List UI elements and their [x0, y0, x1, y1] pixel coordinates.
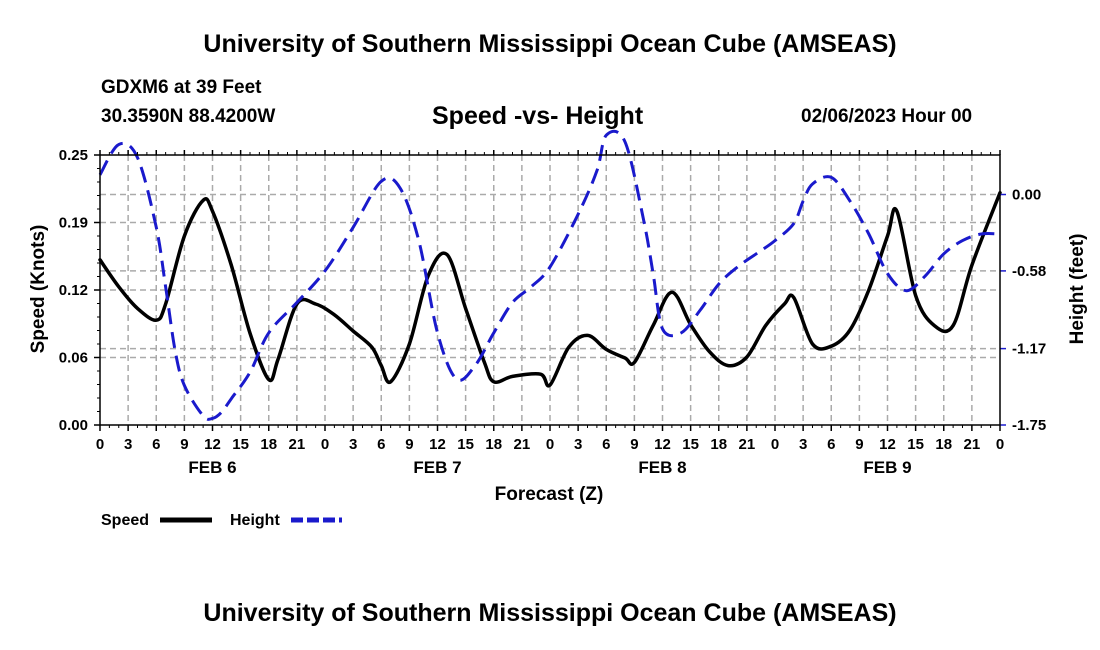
x-tick-label: 21 — [739, 436, 756, 453]
y-right-tick-label: -1.17 — [1012, 341, 1046, 358]
x-tick-label: 0 — [546, 436, 554, 453]
day-label: FEB 7 — [413, 458, 461, 477]
speed-series-line — [98, 191, 1002, 388]
axes-layer — [94, 150, 1006, 431]
y-axis-title-left: Speed (Knots) — [28, 225, 49, 354]
x-tick-label: 12 — [429, 436, 446, 453]
x-tick-label: 21 — [289, 436, 306, 453]
x-tick-label: 18 — [485, 436, 502, 453]
x-axis-title: Forecast (Z) — [495, 484, 604, 505]
x-tick-label: 6 — [377, 436, 385, 453]
y-left-tick-label: 0.00 — [59, 417, 88, 434]
x-tick-label: 15 — [907, 436, 924, 453]
footer-title: University of Southern Mississippi Ocean… — [203, 599, 897, 627]
x-tick-label: 21 — [964, 436, 981, 453]
day-label: FEB 9 — [863, 458, 911, 477]
x-tick-label: 12 — [879, 436, 896, 453]
x-tick-label: 6 — [602, 436, 610, 453]
height-series-line — [98, 129, 1001, 421]
chart-main-title: University of Southern Mississippi Ocean… — [203, 30, 897, 58]
series-layer — [98, 129, 1002, 421]
x-tick-label: 18 — [710, 436, 727, 453]
station-label: GDXM6 at 39 Feet — [101, 77, 262, 98]
x-tick-label: 3 — [349, 436, 357, 453]
y-right-tick-label: 0.00 — [1012, 187, 1041, 204]
x-tick-label: 12 — [204, 436, 221, 453]
legend-speed-label: Speed — [101, 512, 149, 529]
y-left-tick-label: 0.12 — [59, 282, 88, 299]
chart-subtitle: Speed -vs- Height — [432, 102, 644, 130]
day-label: FEB 6 — [188, 458, 236, 477]
forecast-datetime: 02/06/2023 Hour 00 — [801, 106, 973, 127]
x-tick-label: 15 — [457, 436, 474, 453]
y-right-tick-label: -0.58 — [1012, 263, 1046, 280]
x-tick-label: 0 — [96, 436, 104, 453]
y-left-tick-label: 0.19 — [59, 215, 88, 232]
x-tick-label: 9 — [180, 436, 188, 453]
x-tick-label: 0 — [771, 436, 779, 453]
grid-layer — [100, 155, 1000, 425]
x-tick-label: 6 — [827, 436, 835, 453]
y-axis-title-right: Height (feet) — [1067, 234, 1088, 345]
x-tick-label: 3 — [574, 436, 582, 453]
y-left-tick-label: 0.06 — [59, 350, 88, 367]
x-tick-label: 3 — [124, 436, 132, 453]
x-tick-label: 9 — [630, 436, 638, 453]
labels-layer: 0 3 6 9 12 15 18 21 0 3 6 9 12 15 18 21 0 3 6 9 12 15 18 21 0 3 6 9… — [59, 147, 1046, 477]
x-tick-label: 6 — [152, 436, 160, 453]
y-right-tick-label: -1.75 — [1012, 417, 1046, 434]
x-tick-label: 3 — [799, 436, 807, 453]
x-tick-label: 21 — [514, 436, 531, 453]
x-tick-label: 15 — [232, 436, 249, 453]
x-tick-label: 0 — [996, 436, 1004, 453]
legend: Speed Height — [101, 512, 342, 529]
x-tick-label: 15 — [682, 436, 699, 453]
plot-frame — [99, 154, 1001, 426]
y-left-tick-label: 0.25 — [59, 147, 88, 164]
day-label: FEB 8 — [638, 458, 686, 477]
x-tick-label: 18 — [935, 436, 952, 453]
x-tick-label: 12 — [654, 436, 671, 453]
x-tick-label: 18 — [260, 436, 277, 453]
x-tick-label: 9 — [855, 436, 863, 453]
legend-height-label: Height — [230, 512, 280, 529]
coordinates-label: 30.3590N 88.4200W — [101, 106, 276, 127]
x-tick-label: 9 — [405, 436, 413, 453]
x-tick-label: 0 — [321, 436, 329, 453]
